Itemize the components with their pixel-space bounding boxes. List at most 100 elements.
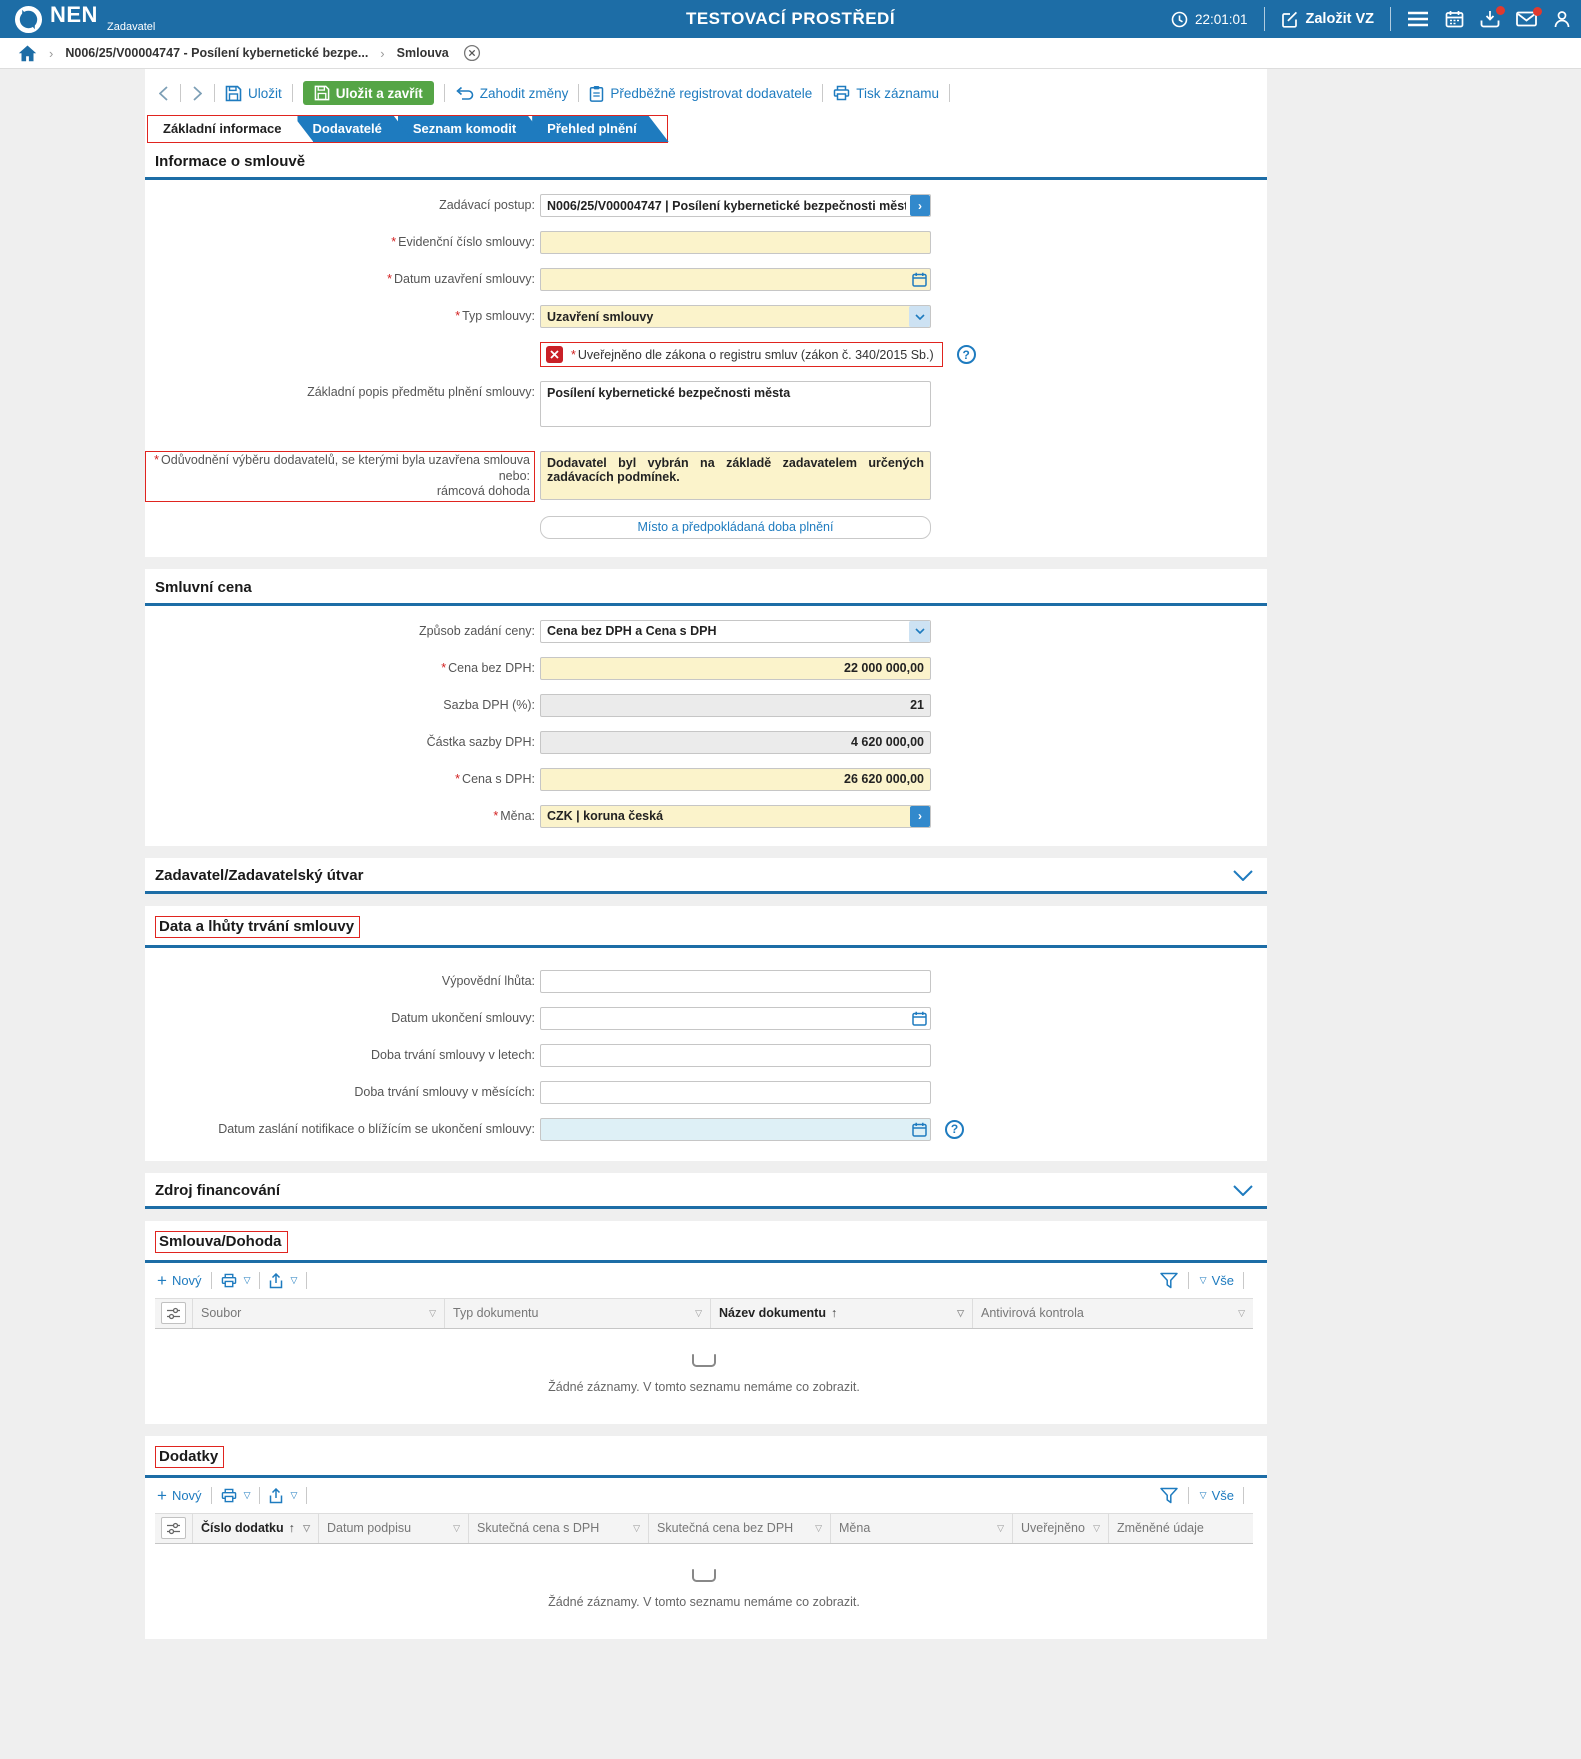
filter-triangle-icon[interactable]: ▽ xyxy=(695,1307,702,1318)
open-record-button[interactable]: › xyxy=(910,195,930,216)
tab-prehled-plneni[interactable]: Přehled plnění xyxy=(532,116,669,142)
notifikace-datum-input[interactable] xyxy=(540,1117,931,1141)
save-label: Uložit xyxy=(248,85,282,101)
datum-uzavreni-input[interactable] xyxy=(540,268,931,291)
filter-triangle-icon[interactable]: ▽ xyxy=(815,1522,822,1533)
column-header-typ-dokumentu[interactable]: Typ dokumentu ▽ xyxy=(445,1298,711,1328)
collapsible-header-zdroj[interactable]: Zdroj financování xyxy=(145,1173,1267,1206)
discard-changes-button[interactable]: Zahodit změny xyxy=(455,86,568,101)
print-list-button[interactable]: ▽ xyxy=(221,1488,251,1503)
filter-triangle-icon[interactable]: ▽ xyxy=(957,1307,964,1318)
oduvodneni-textarea[interactable]: Dodavatel byl vybrán na základě zadavate… xyxy=(540,451,931,500)
mena-input[interactable] xyxy=(540,804,931,828)
preregister-supplier-button[interactable]: Předběžně registrovat dodavatele xyxy=(589,85,812,102)
filter-triangle-icon[interactable]: ▽ xyxy=(1093,1522,1100,1533)
filter-triangle-icon[interactable]: ▽ xyxy=(633,1522,640,1533)
column-header-soubor[interactable]: Soubor ▽ xyxy=(193,1298,445,1328)
filter-triangle-icon[interactable]: ▽ xyxy=(303,1522,310,1533)
new-dodatek-button[interactable]: + Nový xyxy=(157,1485,202,1505)
column-header-nazev-dokumentu[interactable]: Název dokumentu ↑ ▽ xyxy=(711,1298,973,1328)
dropdown-triangle-icon[interactable]: ▽ xyxy=(290,1490,298,1501)
column-header-cislo-dodatku[interactable]: Číslo dodatku ↑ ▽ xyxy=(193,1513,319,1543)
cena-s-dph-input[interactable] xyxy=(540,767,931,791)
separator xyxy=(1263,7,1265,31)
chevron-down-icon[interactable] xyxy=(909,306,930,327)
home-icon[interactable] xyxy=(18,45,37,62)
misto-doba-plneni-button[interactable]: Místo a předpokládaná doba plnění xyxy=(540,515,931,539)
export-list-button[interactable]: ▽ xyxy=(269,1487,298,1504)
column-settings-button[interactable] xyxy=(161,1517,186,1540)
uverejneno-checkbox-unchecked-icon[interactable] xyxy=(546,346,563,363)
cena-bez-dph-input[interactable] xyxy=(540,656,931,680)
filter-triangle-icon[interactable]: ▽ xyxy=(429,1307,436,1318)
calendar-picker-icon[interactable] xyxy=(912,272,927,287)
filter-triangle-icon[interactable]: ▽ xyxy=(997,1522,1004,1533)
zadavaci-postup-input[interactable] xyxy=(540,194,931,217)
filter-all-button[interactable]: ▽ Vše xyxy=(1198,1273,1234,1288)
tab-dodavatele[interactable]: Dodavatelé xyxy=(297,116,413,142)
separator xyxy=(578,84,580,102)
column-header-uverejneno[interactable]: Uveřejněno ▽ xyxy=(1013,1513,1109,1543)
help-icon[interactable]: ? xyxy=(945,1119,964,1139)
section-underline xyxy=(145,177,1267,180)
filter-funnel-icon[interactable] xyxy=(1159,1272,1179,1290)
nav-forward-button[interactable] xyxy=(191,85,204,101)
typ-smlouvy-select[interactable]: Uzavření smlouvy xyxy=(540,305,931,328)
field-label: Výpovědní lhůta: xyxy=(441,973,535,988)
open-record-button[interactable]: › xyxy=(910,805,930,827)
column-header-mena[interactable]: Měna ▽ xyxy=(831,1513,1013,1543)
export-list-button[interactable]: ▽ xyxy=(269,1272,298,1289)
filter-all-button[interactable]: ▽ Vše xyxy=(1198,1488,1234,1503)
menu-button[interactable] xyxy=(1407,11,1429,27)
evidencni-cislo-input[interactable] xyxy=(540,231,931,254)
tab-zakladni-informace[interactable]: Základní informace xyxy=(148,116,313,142)
collapsible-header-zadavatel[interactable]: Zadavatel/Zadavatelský útvar xyxy=(145,858,1267,891)
doba-letech-input[interactable] xyxy=(540,1043,931,1067)
new-document-button[interactable]: + Nový xyxy=(157,1272,202,1289)
section-title-cena: Smluvní cena xyxy=(155,578,252,596)
breadcrumb-item[interactable]: N006/25/V00004747 - Posílení kybernetick… xyxy=(65,46,369,60)
column-header-zmenene-udaje[interactable]: Změněné údaje xyxy=(1109,1514,1253,1543)
zakladni-popis-textarea[interactable]: Posílení kybernetické bezpečnosti města xyxy=(540,381,931,427)
help-icon[interactable]: ? xyxy=(956,345,976,364)
section-underline xyxy=(145,602,1267,606)
column-label: Typ dokumentu xyxy=(453,1306,539,1321)
filter-triangle-icon[interactable]: ▽ xyxy=(453,1522,460,1533)
column-header-antivirova-kontrola[interactable]: Antivirová kontrola ▽ xyxy=(973,1299,1253,1328)
calendar-picker-icon[interactable] xyxy=(912,1011,927,1026)
filter-triangle-icon[interactable]: ▽ xyxy=(1238,1307,1245,1318)
column-header-skutecna-cena-bez-dph[interactable]: Skutečná cena bez DPH ▽ xyxy=(649,1513,831,1543)
calendar-picker-icon[interactable] xyxy=(912,1122,927,1137)
messages-button[interactable] xyxy=(1516,7,1542,27)
header-actions: 22:01:01 Založit VZ xyxy=(1171,0,1571,38)
datum-ukonceni-input[interactable] xyxy=(540,1006,931,1030)
calendar-button[interactable] xyxy=(1445,10,1464,28)
inbox-button[interactable] xyxy=(1480,6,1505,28)
dropdown-triangle-icon[interactable]: ▽ xyxy=(243,1275,251,1286)
expand-chevron-icon[interactable] xyxy=(1233,1185,1253,1196)
expand-chevron-icon[interactable] xyxy=(1233,870,1253,881)
user-button[interactable] xyxy=(1553,10,1571,28)
nen-logo[interactable]: NEN xyxy=(14,4,98,34)
column-header-skutecna-cena-s-dph[interactable]: Skutečná cena s DPH ▽ xyxy=(469,1513,649,1543)
column-settings-button[interactable] xyxy=(161,1302,186,1325)
print-list-button[interactable]: ▽ xyxy=(221,1273,251,1288)
column-label: Číslo dodatku xyxy=(201,1521,284,1536)
zpusob-zadani-select[interactable]: Cena bez DPH a Cena s DPH xyxy=(540,619,931,643)
vypovedni-lhuta-input[interactable] xyxy=(540,969,931,993)
tab-seznam-komodit[interactable]: Seznam komodit xyxy=(398,116,548,142)
dropdown-triangle-icon[interactable]: ▽ xyxy=(243,1490,251,1501)
filter-funnel-icon[interactable] xyxy=(1159,1487,1179,1505)
dropdown-triangle-icon[interactable]: ▽ xyxy=(290,1275,298,1286)
zalozit-vz-button[interactable]: Založit VZ xyxy=(1281,10,1374,28)
save-close-button[interactable]: Uložit a zavřít xyxy=(302,81,434,105)
save-close-label: Uložit a zavřít xyxy=(335,85,423,101)
print-record-button[interactable]: Tisk záznamu xyxy=(833,85,939,101)
close-tab-icon[interactable] xyxy=(463,44,481,62)
chevron-down-icon[interactable] xyxy=(909,620,930,642)
column-header-datum-podpisu[interactable]: Datum podpisu ▽ xyxy=(319,1513,469,1543)
plus-icon: + xyxy=(157,1485,167,1505)
save-button[interactable]: Uložit xyxy=(225,85,282,102)
doba-mesicich-input[interactable] xyxy=(540,1080,931,1104)
nav-back-button[interactable] xyxy=(157,85,170,101)
